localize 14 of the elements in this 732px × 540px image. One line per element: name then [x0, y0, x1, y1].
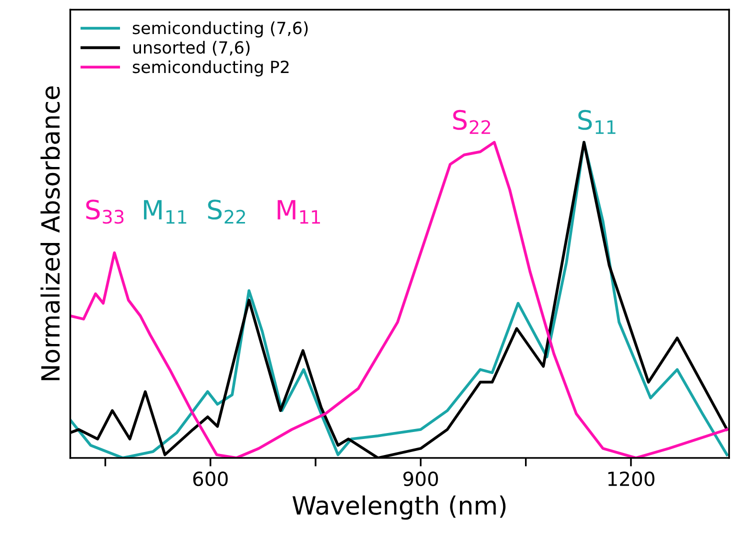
annotation: M$_{11}$: [144, 200, 186, 224]
x-tick-label: 900: [403, 471, 438, 486]
annotation: S$_{33}$: [86, 200, 124, 224]
text: S$_{22}$: [453, 110, 490, 134]
text: S$_{11}$: [578, 110, 616, 134]
x-tick-label: 600: [193, 471, 228, 486]
y-axis-title: Normalized Absorbance: [40, 86, 60, 380]
x-axis-title: Wavelength (nm): [292, 495, 506, 520]
legend-label: semiconducting P2: [132, 60, 289, 76]
annotation: S$_{22}$: [208, 200, 246, 224]
annotation: M$_{11}$: [278, 200, 320, 224]
legend-label: unsorted (7,6): [133, 40, 250, 56]
legend-label: semiconducting (7,6): [132, 21, 308, 38]
x-tick-label: 1200: [608, 471, 654, 486]
